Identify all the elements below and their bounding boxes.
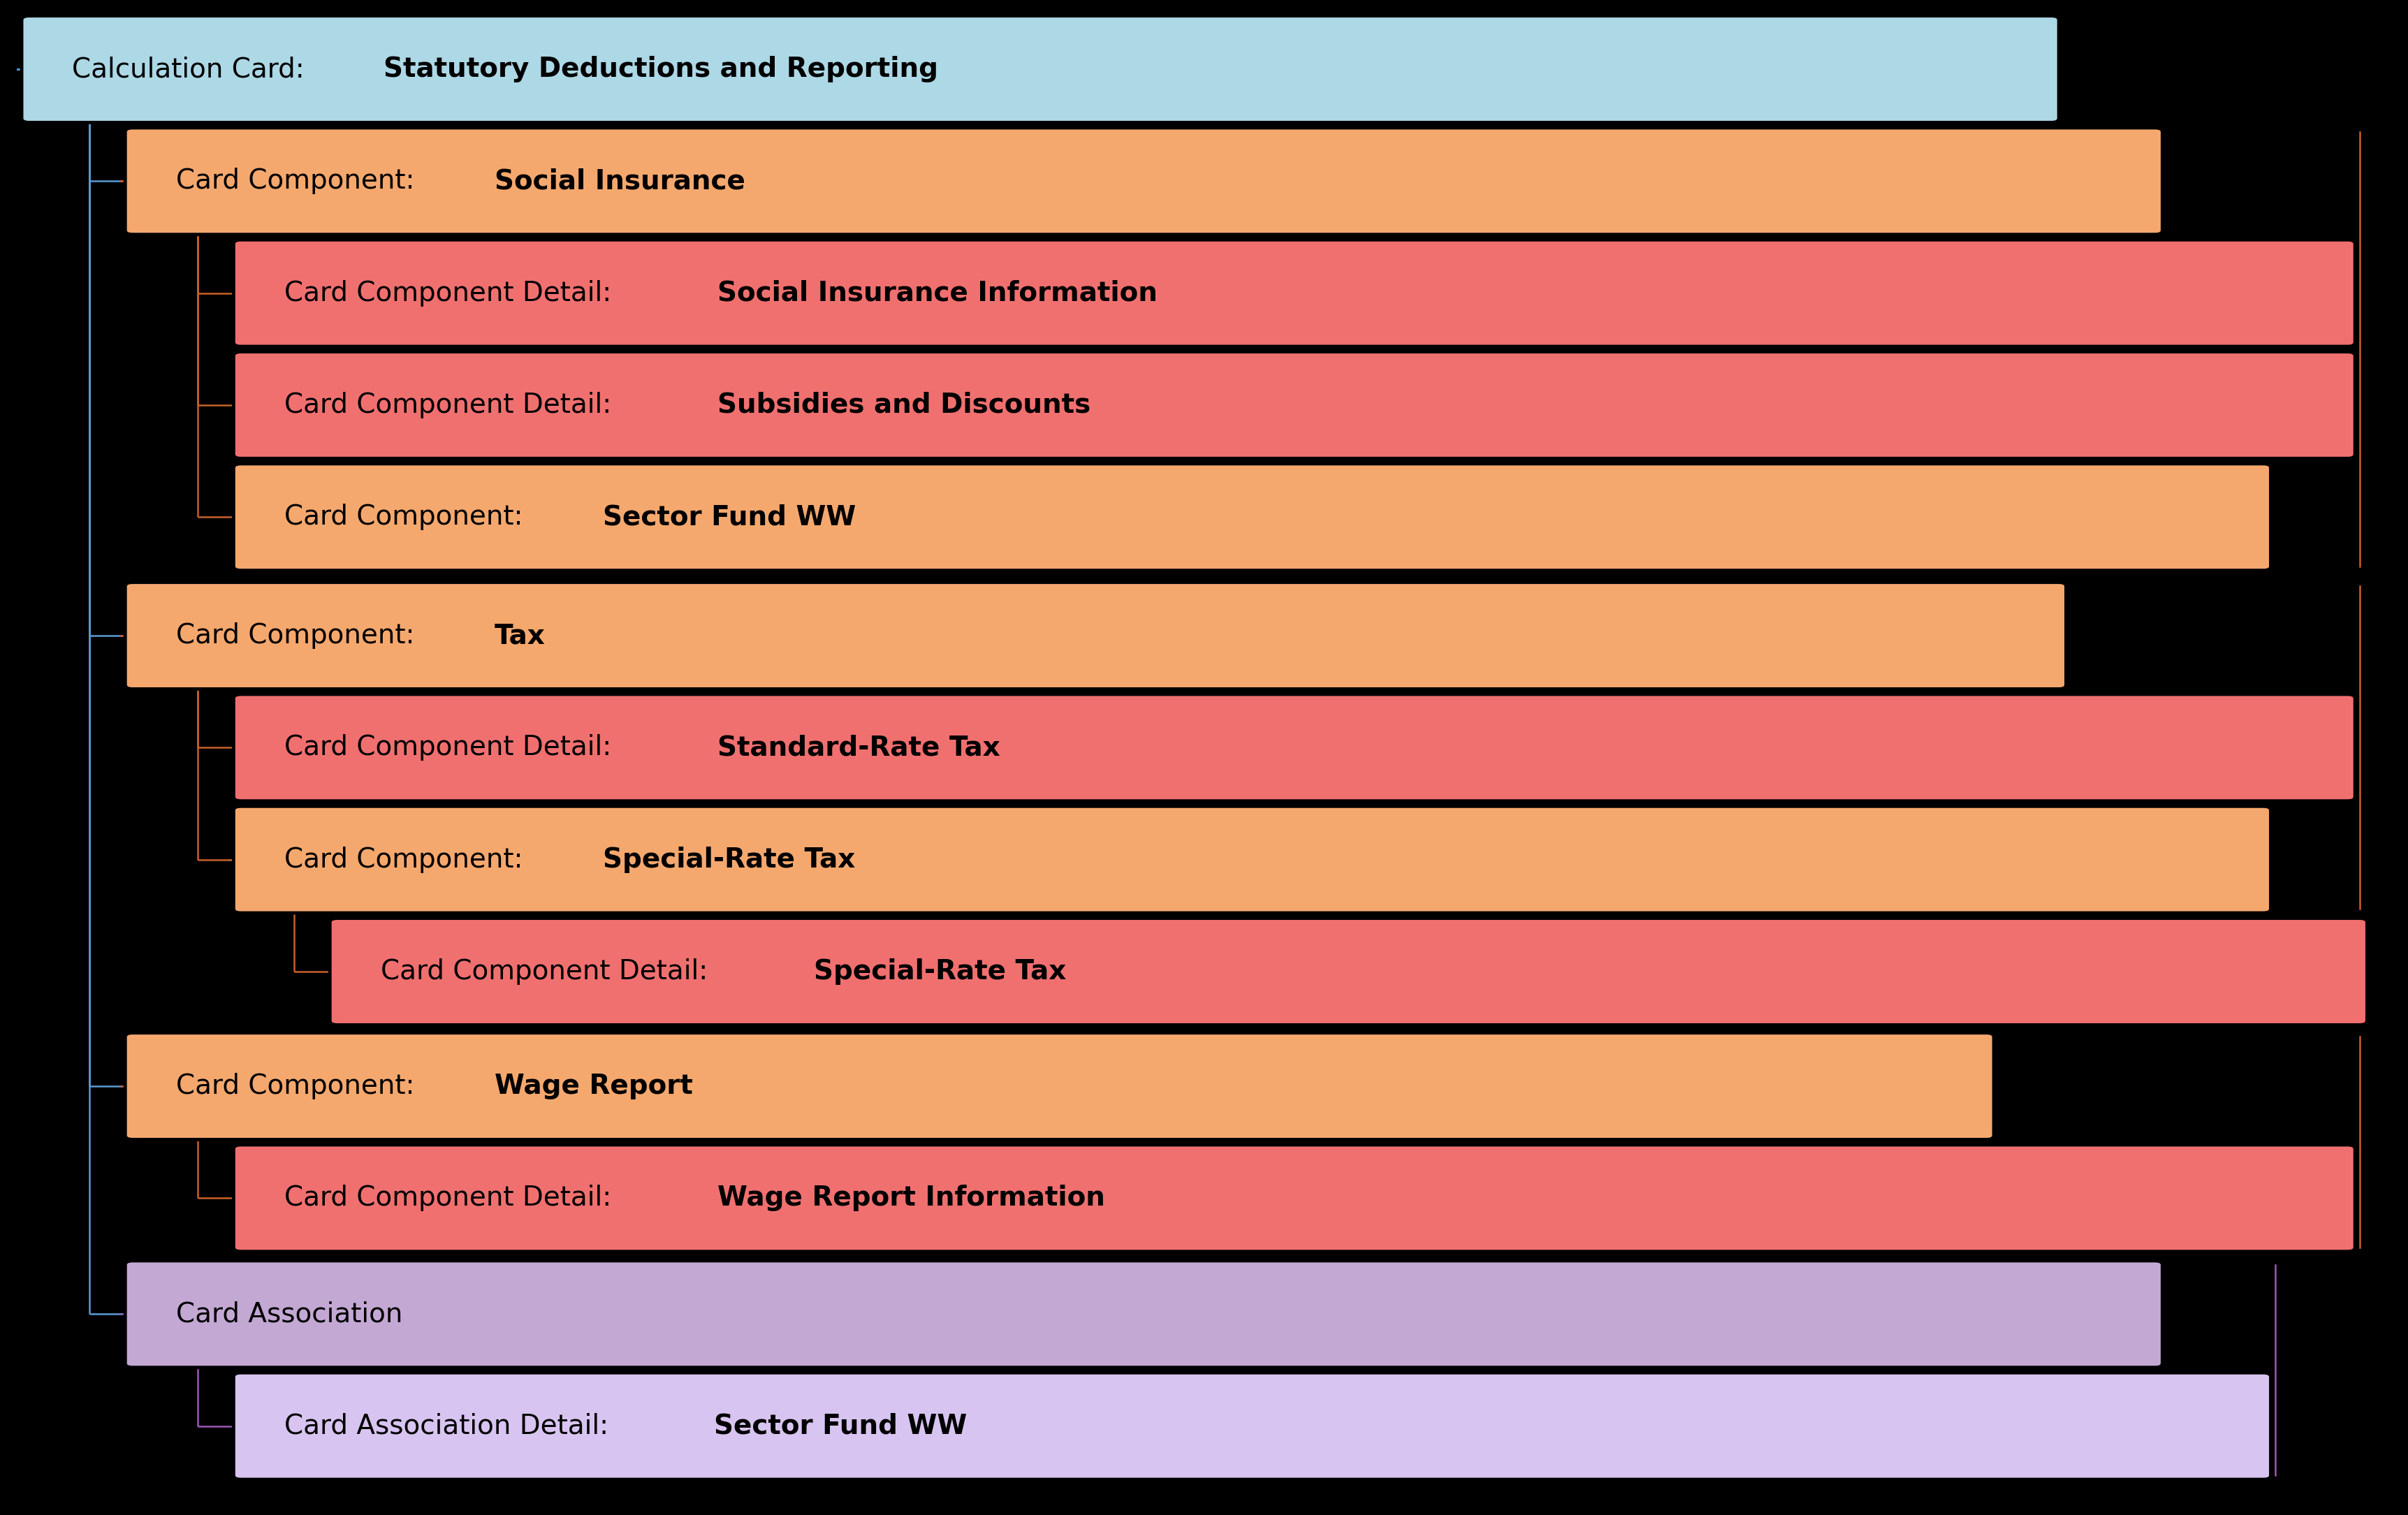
Text: Card Component Detail:: Card Component Detail:: [284, 280, 619, 306]
Text: Social Insurance Information: Social Insurance Information: [718, 280, 1158, 306]
Text: Subsidies and Discounts: Subsidies and Discounts: [718, 392, 1091, 418]
FancyBboxPatch shape: [125, 1260, 2162, 1368]
Text: Card Association Detail:: Card Association Detail:: [284, 1413, 616, 1439]
FancyBboxPatch shape: [125, 127, 2162, 235]
FancyBboxPatch shape: [234, 239, 2355, 347]
Text: Card Association: Card Association: [176, 1301, 402, 1327]
FancyBboxPatch shape: [234, 806, 2271, 914]
Text: Special-Rate Tax: Special-Rate Tax: [814, 959, 1067, 985]
Text: Wage Report Information: Wage Report Information: [718, 1185, 1105, 1212]
Text: Special-Rate Tax: Special-Rate Tax: [602, 847, 855, 873]
FancyBboxPatch shape: [125, 582, 2066, 689]
FancyBboxPatch shape: [234, 1373, 2271, 1480]
FancyBboxPatch shape: [22, 15, 2059, 123]
Text: Card Component Detail:: Card Component Detail:: [284, 392, 619, 418]
Text: Sector Fund WW: Sector Fund WW: [602, 504, 857, 530]
Text: Social Insurance: Social Insurance: [494, 168, 746, 194]
Text: Card Component:: Card Component:: [176, 623, 424, 648]
Text: Statutory Deductions and Reporting: Statutory Deductions and Reporting: [383, 56, 939, 82]
Text: Card Component:: Card Component:: [284, 504, 532, 530]
FancyBboxPatch shape: [234, 351, 2355, 459]
Text: Card Component:: Card Component:: [176, 1073, 424, 1100]
Text: Card Component Detail:: Card Component Detail:: [284, 1185, 619, 1212]
Text: Sector Fund WW: Sector Fund WW: [713, 1413, 966, 1439]
Text: Card Component:: Card Component:: [284, 847, 532, 873]
Text: Wage Report: Wage Report: [494, 1073, 694, 1100]
FancyBboxPatch shape: [234, 1145, 2355, 1251]
Text: Calculation Card:: Calculation Card:: [72, 56, 313, 82]
FancyBboxPatch shape: [234, 464, 2271, 571]
FancyBboxPatch shape: [125, 1033, 1994, 1139]
Text: Card Component Detail:: Card Component Detail:: [284, 735, 619, 761]
Text: Card Component:: Card Component:: [176, 168, 424, 194]
Text: Standard-Rate Tax: Standard-Rate Tax: [718, 735, 999, 761]
Text: Card Component Detail:: Card Component Detail:: [380, 959, 715, 985]
FancyBboxPatch shape: [234, 694, 2355, 801]
FancyBboxPatch shape: [330, 918, 2367, 1026]
Text: Tax: Tax: [494, 623, 547, 648]
